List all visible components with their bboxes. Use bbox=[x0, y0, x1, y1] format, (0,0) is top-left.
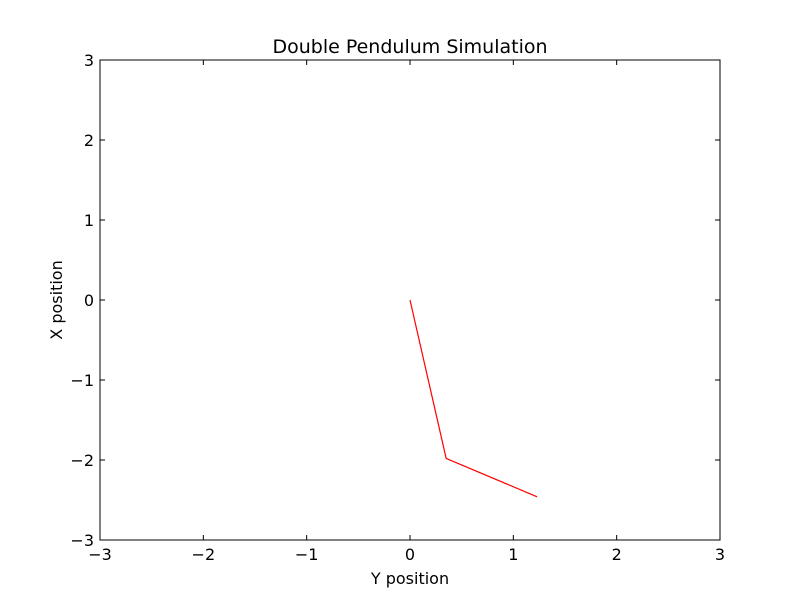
y-tick-label: −2 bbox=[70, 451, 94, 470]
x-tick-label: 2 bbox=[612, 545, 622, 564]
plot-area bbox=[409, 299, 538, 498]
y-tick-label: 2 bbox=[84, 131, 94, 150]
y-tick-label: 1 bbox=[84, 211, 94, 230]
x-tick-label: 3 bbox=[715, 545, 725, 564]
axis-ticks: −3 −2 −1 0 1 2 3 −3 −2 −1 0 1 2 3 bbox=[70, 51, 725, 564]
y-tick-label: 3 bbox=[84, 51, 94, 70]
x-tick-label: 0 bbox=[405, 545, 415, 564]
y-tick-label: −3 bbox=[70, 531, 94, 550]
x-tick-label: −1 bbox=[295, 545, 319, 564]
x-tick-label: −2 bbox=[192, 545, 216, 564]
y-tick-label: 0 bbox=[84, 291, 94, 310]
y-tick-label: −1 bbox=[70, 371, 94, 390]
x-tick-label: −3 bbox=[88, 545, 112, 564]
y-axis-label: X position bbox=[47, 260, 66, 339]
chart-title: Double Pendulum Simulation bbox=[272, 36, 547, 58]
x-tick-label: 1 bbox=[508, 545, 518, 564]
x-axis-label: Y position bbox=[370, 569, 449, 588]
pendulum-line bbox=[409, 299, 538, 498]
